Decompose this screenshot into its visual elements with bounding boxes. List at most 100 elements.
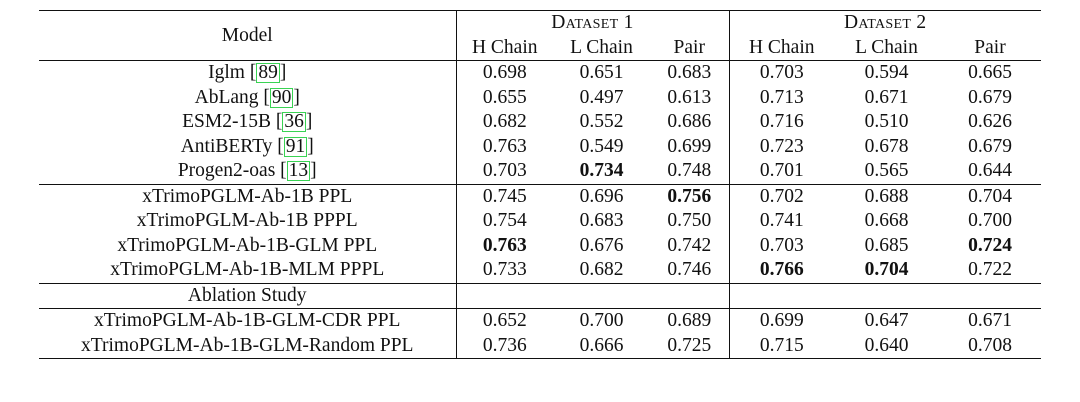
table-row: Iglm [89] 0.698 0.651 0.683 0.703 0.594 0.665	[39, 60, 1041, 86]
subcolumn-header-row: H Chain L Chain Pair H Chain L Chain Pair	[39, 35, 1041, 61]
model-name-cell: AntiBERTy [91]	[180, 135, 314, 157]
citation-link[interactable]: 91	[283, 135, 308, 157]
score-cell: 0.723	[728, 134, 834, 159]
score-cell: 0.704	[864, 259, 909, 281]
score-cell: 0.594	[864, 62, 909, 84]
score-cell: 0.699	[728, 308, 834, 334]
empty-cell	[455, 282, 553, 309]
table-row: ESM2-15B [36] 0.682 0.552 0.686 0.716 0.510 0.…	[39, 110, 1041, 135]
score-cell: 0.715	[728, 333, 834, 359]
subcolumn-header: L Chain	[553, 35, 650, 61]
model-name: xTrimoPGLM-Ab-1B PPL	[142, 185, 353, 207]
citation-link[interactable]: 89	[256, 62, 280, 84]
score-cell: 0.686	[667, 111, 712, 133]
score-cell: 0.708	[939, 333, 1041, 359]
score-cell: 0.683	[667, 62, 712, 84]
score-cell: 0.678	[864, 135, 909, 157]
empty-cell	[553, 282, 650, 309]
model-name: ESM2-15B	[182, 111, 271, 133]
score-cell: 0.763	[455, 134, 553, 159]
score-cell: 0.756	[650, 183, 729, 209]
score-cell: 0.682	[579, 259, 624, 281]
model-name-cell: ESM2-15B [36]	[182, 111, 313, 133]
score-cell: 0.746	[667, 259, 712, 281]
score-cell: 0.713	[728, 85, 834, 110]
model-name-cell: Iglm [89]	[208, 62, 287, 84]
score-cell: 0.685	[864, 234, 909, 256]
empty-cell	[834, 282, 939, 309]
dataset2-label: Dataset 2	[844, 12, 927, 34]
score-cell: 0.703	[728, 60, 834, 86]
subcolumn-header: Pair	[939, 35, 1041, 61]
score-cell: 0.679	[968, 135, 1012, 157]
score-cell: 0.750	[667, 210, 712, 232]
section-title: Ablation Study	[39, 282, 456, 309]
score-cell: 0.701	[728, 159, 834, 184]
score-cell: 0.683	[579, 210, 624, 232]
table-row: xTrimoPGLM-Ab-1B PPPL 0.754 0.683 0.750 0.74…	[39, 209, 1041, 234]
score-cell: 0.742	[667, 234, 712, 256]
score-cell: 0.626	[968, 111, 1012, 133]
score-cell: 0.696	[553, 183, 650, 209]
score-cell: 0.676	[579, 234, 624, 256]
table-row: xTrimoPGLM-Ab-1B-MLM PPPL 0.733 0.682 0.746…	[39, 258, 1041, 283]
score-cell: 0.741	[728, 209, 834, 234]
score-cell: 0.668	[864, 210, 909, 232]
score-cell: 0.716	[728, 110, 834, 135]
score-cell: 0.671	[939, 308, 1041, 334]
score-cell: 0.510	[864, 111, 909, 133]
table-row: xTrimoPGLM-Ab-1B-GLM PPL 0.763 0.676 0.742 0…	[39, 233, 1041, 259]
empty-cell	[939, 282, 1041, 309]
dataset2-header: Dataset 2	[728, 10, 1041, 36]
score-cell: 0.754	[455, 209, 553, 234]
results-table: Model Dataset 1 Dataset 2 H Chain L Chain…	[39, 10, 1041, 359]
model-name: xTrimoPGLM-Ab-1B-GLM-Random PPL	[81, 334, 414, 356]
score-cell: 0.748	[667, 160, 712, 182]
score-cell: 0.549	[579, 135, 624, 157]
model-name-cell: Progen2-oas [13]	[177, 160, 317, 182]
score-cell: 0.644	[968, 160, 1012, 182]
model-name-cell: xTrimoPGLM-Ab-1B-GLM PPL	[39, 234, 456, 259]
table-row: Progen2-oas [13] 0.703 0.734 0.748 0.701 0.56…	[39, 159, 1041, 184]
citation-link[interactable]: 13	[286, 160, 311, 182]
citation-link[interactable]: 36	[282, 111, 306, 133]
score-cell: 0.700	[553, 308, 650, 334]
model-name-cell: AbLang [90]	[194, 86, 300, 108]
table-row: xTrimoPGLM-Ab-1B PPL 0.745 0.696 0.756 0.702…	[39, 183, 1041, 209]
section-row: Ablation Study	[39, 282, 1041, 309]
score-cell: 0.704	[939, 183, 1041, 209]
score-cell: 0.734	[579, 160, 624, 182]
score-cell: 0.698	[455, 60, 553, 86]
score-cell: 0.666	[553, 333, 650, 359]
score-cell: 0.613	[667, 86, 712, 108]
score-cell: 0.682	[455, 110, 553, 135]
empty-cell	[650, 282, 729, 309]
score-cell: 0.733	[455, 258, 553, 283]
score-cell: 0.689	[650, 308, 729, 334]
dataset1-header: Dataset 1	[455, 10, 729, 36]
subcolumn-header: Pair	[650, 35, 729, 61]
model-name: xTrimoPGLM-Ab-1B PPPL	[136, 210, 358, 232]
model-name: AntiBERTy	[180, 135, 273, 157]
score-cell: 0.736	[455, 333, 553, 359]
score-cell: 0.640	[834, 333, 939, 359]
model-column-header: Model	[39, 10, 456, 61]
citation-link[interactable]: 90	[269, 86, 294, 108]
dataset1-label: Dataset 1	[551, 12, 634, 34]
score-cell: 0.497	[579, 86, 624, 108]
model-name: xTrimoPGLM-Ab-1B-MLM PPPL	[110, 259, 385, 281]
score-cell: 0.725	[650, 333, 729, 359]
score-cell: 0.565	[864, 160, 909, 182]
model-name: Iglm	[208, 62, 245, 84]
score-cell: 0.724	[968, 234, 1012, 256]
empty-cell	[728, 282, 834, 309]
score-cell: 0.679	[968, 86, 1012, 108]
model-name: xTrimoPGLM-Ab-1B-GLM PPL	[117, 234, 378, 256]
table-row: AbLang [90] 0.655 0.497 0.613 0.713 0.671 0.67…	[39, 85, 1041, 110]
score-cell: 0.722	[968, 259, 1012, 281]
model-name-cell: xTrimoPGLM-Ab-1B PPPL	[39, 209, 456, 234]
score-cell: 0.745	[455, 183, 553, 209]
score-cell: 0.700	[968, 210, 1012, 232]
model-name: Progen2-oas	[177, 160, 276, 182]
score-cell: 0.647	[834, 308, 939, 334]
